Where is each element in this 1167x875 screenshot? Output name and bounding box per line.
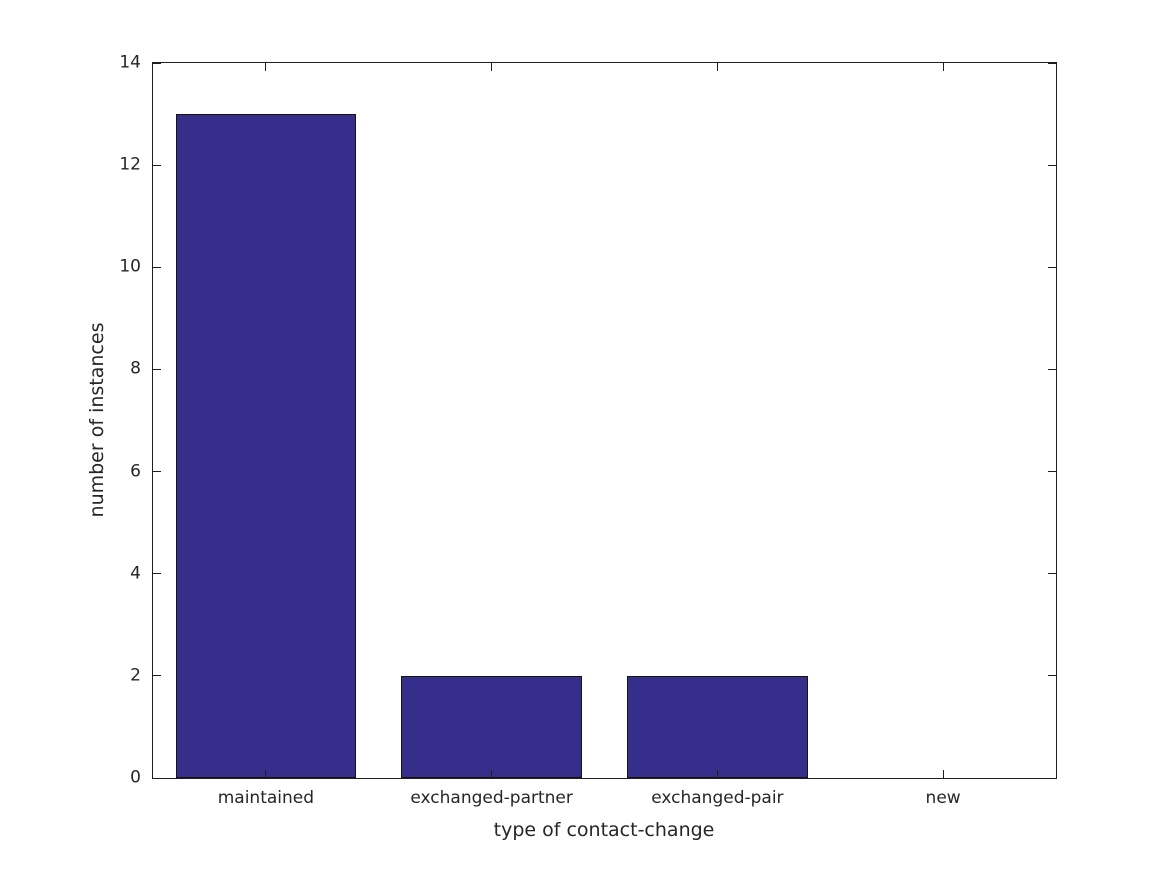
- y-tick-label: 14: [119, 52, 141, 73]
- y-tick-left: [153, 266, 161, 268]
- y-tick-right: [1048, 777, 1056, 779]
- bar-maintained: [175, 114, 357, 778]
- x-tick-bottom: [716, 770, 718, 778]
- y-tick-right: [1048, 266, 1056, 268]
- y-tick-label: 4: [130, 563, 141, 584]
- x-tick-bottom: [942, 770, 944, 778]
- y-tick-left: [153, 368, 161, 370]
- y-tick-right: [1048, 471, 1056, 473]
- x-tick-label-new: new: [925, 788, 961, 808]
- x-tick-top: [942, 63, 944, 71]
- y-tick-label: 0: [130, 767, 141, 788]
- x-tick-top: [265, 63, 267, 71]
- x-tick-bottom: [491, 770, 493, 778]
- y-tick-left: [153, 777, 161, 779]
- x-tick-top: [716, 63, 718, 71]
- y-tick-label: 10: [119, 256, 141, 277]
- x-tick-top: [491, 63, 493, 71]
- y-tick-left: [153, 164, 161, 166]
- y-tick-label: 2: [130, 665, 141, 686]
- y-tick-right: [1048, 164, 1056, 166]
- y-tick-right: [1048, 675, 1056, 677]
- y-tick-left: [153, 471, 161, 473]
- y-tick-right: [1048, 573, 1056, 575]
- y-tick-right: [1048, 62, 1056, 64]
- y-tick-right: [1048, 368, 1056, 370]
- bar-exchanged-pair: [627, 675, 808, 778]
- x-tick-bottom: [265, 770, 267, 778]
- x-axis-label: type of contact-change: [493, 819, 715, 841]
- y-tick-label: 12: [119, 154, 141, 175]
- y-tick-label: 8: [130, 358, 141, 379]
- y-tick-label: 6: [130, 461, 141, 482]
- y-tick-left: [153, 62, 161, 64]
- x-tick-label-exchanged-partner: exchanged-partner: [410, 788, 573, 808]
- y-axis-label: number of instances: [86, 322, 108, 518]
- x-tick-label-exchanged-pair: exchanged-pair: [651, 788, 784, 808]
- plot-area: 0 2 4 6 8 10 12 14 maintained exchanged-partner ex…: [119, 54, 1057, 807]
- bar-exchanged-partner: [401, 675, 582, 778]
- y-tick-left: [153, 675, 161, 677]
- y-tick-left: [153, 573, 161, 575]
- x-tick-label-maintained: maintained: [217, 788, 315, 808]
